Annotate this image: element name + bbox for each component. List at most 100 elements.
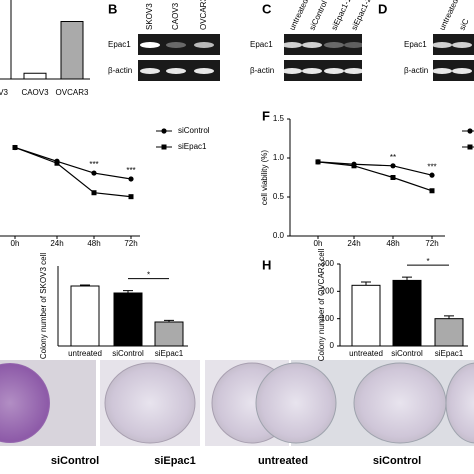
y-tick-label: 1.5	[273, 114, 285, 123]
lane-label: siControl	[308, 0, 330, 32]
error-bar	[361, 281, 371, 286]
bar	[434, 318, 464, 347]
blot-row-label: β-actin	[250, 66, 274, 75]
significance-label: *	[147, 271, 150, 280]
x-tick-label: 0h	[11, 239, 20, 248]
panel-letter: D	[378, 1, 387, 16]
panel-letter: H	[262, 257, 271, 272]
marker	[54, 160, 60, 166]
blot-band	[282, 68, 302, 74]
line	[317, 161, 433, 176]
annotation: ***	[427, 162, 436, 171]
series	[315, 144, 474, 194]
photo-label: siControl	[51, 455, 99, 467]
blot-band	[324, 42, 344, 48]
blot	[284, 60, 362, 81]
marker	[429, 172, 435, 178]
y-tick-label: 300	[321, 259, 335, 268]
bar	[0, 0, 12, 80]
blot-row-label: Epac1	[250, 40, 273, 49]
line	[14, 146, 132, 198]
blot-band	[282, 42, 302, 48]
x-tick-label: 24h	[347, 239, 360, 248]
panel-letter: C	[262, 1, 272, 16]
x-tick-label: siControl	[391, 349, 423, 358]
y-tick-label: 0	[330, 341, 335, 350]
photo-label: siEpac1	[154, 455, 196, 467]
blot-band	[140, 68, 160, 74]
marker	[161, 144, 167, 150]
colony-photos	[0, 360, 474, 446]
blot-band	[302, 42, 322, 48]
blot-row-label: Epac1	[108, 40, 131, 49]
bar	[392, 279, 422, 347]
bar	[113, 292, 143, 347]
marker	[390, 175, 396, 180]
lane-label: OVCAR3	[199, 0, 208, 30]
blot	[284, 34, 362, 55]
blot-band	[432, 68, 452, 74]
bar	[70, 285, 100, 347]
marker	[315, 159, 321, 165]
legend-label: siControl	[178, 126, 210, 135]
blot-row-label: β-actin	[404, 66, 428, 75]
marker	[467, 144, 473, 150]
series: siEpac1	[12, 142, 207, 200]
error-bar	[402, 276, 412, 281]
x-tick-label: 72h	[124, 239, 137, 248]
blot-band	[452, 42, 472, 48]
x-tick-label: OVCAR3	[56, 88, 89, 97]
panel-letter: F	[262, 108, 270, 123]
x-tick-label: 48h	[87, 239, 100, 248]
y-tick-label: 100	[321, 314, 335, 323]
error-bar	[80, 284, 90, 286]
error-bar	[164, 319, 174, 322]
annotation: ***	[126, 166, 135, 175]
marker	[351, 163, 357, 169]
blot-band	[194, 68, 214, 74]
panel-letter: B	[108, 1, 117, 16]
x-tick-label: 24h	[50, 239, 63, 248]
lane-label: untreated	[438, 0, 460, 32]
annotation: ***	[89, 160, 98, 169]
blot-band	[166, 68, 186, 74]
y-tick-label: 200	[321, 286, 335, 295]
blot-band	[302, 68, 322, 74]
x-tick-label: 48h	[386, 239, 399, 248]
marker	[12, 145, 18, 150]
lane-label: siEpac1-2	[350, 0, 373, 32]
blot-row-label: Epac1	[404, 40, 427, 49]
lane-label: untreated	[288, 0, 310, 32]
significance-label: *	[426, 257, 429, 266]
marker	[161, 128, 167, 134]
lane-label: CAOV3	[171, 2, 180, 30]
annotation: **	[390, 153, 396, 162]
series	[315, 128, 474, 178]
x-tick-label: CAOV3	[21, 88, 49, 97]
x-tick-label: untreated	[349, 349, 383, 358]
blot-band	[344, 42, 364, 48]
marker	[467, 128, 473, 134]
blot-band	[194, 42, 214, 48]
lane-label: SKOV3	[145, 3, 154, 30]
error-bar	[444, 315, 454, 319]
y-axis-label: Colony number of OVCAR3 cell	[317, 249, 326, 362]
y-axis-label: Colony number of SKOV3 cell	[39, 253, 48, 359]
bar	[351, 284, 381, 347]
error-bar	[123, 290, 133, 293]
marker	[429, 188, 435, 194]
lane-label: siC	[458, 17, 471, 31]
blot-band	[140, 42, 160, 48]
x-tick-label: siControl	[112, 349, 144, 358]
line	[317, 161, 433, 192]
bar	[23, 72, 47, 80]
photo-label: untreated	[258, 455, 308, 467]
marker	[390, 163, 396, 169]
y-axis-label: cell viability (%)	[260, 150, 269, 205]
blot-row-label: β-actin	[108, 66, 132, 75]
blot	[138, 34, 220, 55]
x-tick-label: untreated	[68, 349, 102, 358]
marker	[91, 170, 97, 176]
line	[14, 146, 132, 180]
